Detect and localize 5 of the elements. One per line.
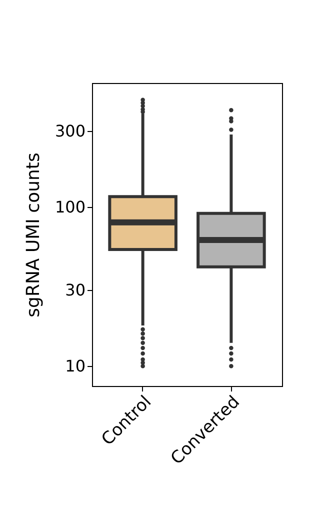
y-tick-label: 100 — [54, 197, 86, 216]
y-tick-label: 30 — [65, 280, 86, 300]
y-tick-label: 10 — [65, 356, 86, 376]
y-axis-title: sgRNA UMI counts — [22, 152, 44, 318]
y-tick-label: 300 — [54, 121, 86, 140]
